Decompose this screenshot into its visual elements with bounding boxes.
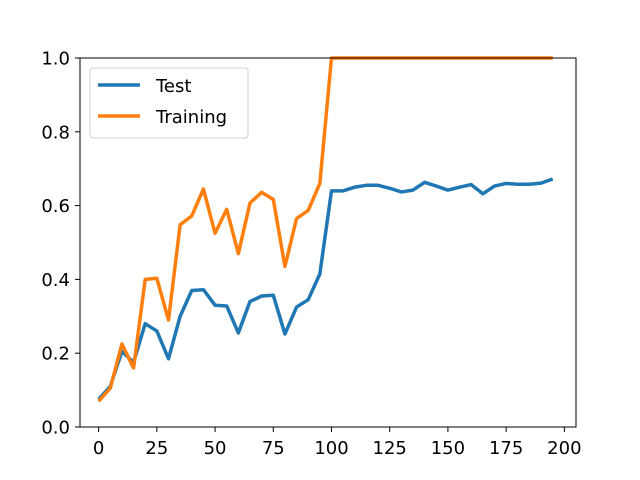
legend-label-test: Test (155, 76, 191, 97)
x-tick-label: 125 (373, 438, 407, 459)
y-tick-label: 0.2 (41, 344, 70, 365)
x-tick-label: 100 (314, 438, 348, 459)
y-tick-label: 0.6 (41, 196, 70, 217)
y-tick-label: 1.0 (41, 49, 70, 70)
series-line-test (97, 177, 554, 401)
x-tick-label: 175 (489, 438, 523, 459)
legend-label-training: Training (155, 107, 227, 128)
axis-ticks: 0 25 50 75 100 125 150 175 200 0.0 0.2 0.4 0.6 0.8 1.0 (41, 49, 581, 460)
y-tick-label: 0.0 (41, 418, 70, 439)
y-tick-label: 0.8 (41, 122, 70, 143)
x-tick-label: 75 (262, 438, 285, 459)
x-tick-label: 25 (145, 438, 168, 459)
x-tick-label: 0 (93, 438, 104, 459)
x-tick-label: 50 (204, 438, 227, 459)
x-tick-label: 150 (431, 438, 465, 459)
plot-frame (79, 57, 577, 428)
y-tick-label: 0.4 (41, 270, 70, 291)
x-tick-label: 200 (547, 438, 581, 459)
legend: Test Training (89, 67, 249, 139)
